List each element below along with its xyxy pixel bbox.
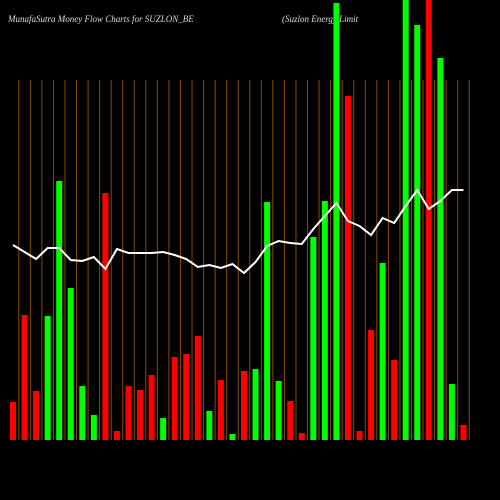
bar (21, 315, 28, 440)
bar (344, 96, 351, 440)
bar (194, 336, 201, 440)
bar (67, 288, 74, 440)
bar (275, 381, 282, 440)
bar (217, 380, 224, 440)
bar (333, 3, 340, 440)
bar (183, 354, 190, 440)
bar (102, 193, 109, 440)
bar (264, 202, 271, 440)
bar (79, 386, 86, 440)
bar (321, 201, 328, 440)
bar (148, 375, 155, 440)
bar (113, 431, 120, 440)
bar (391, 360, 398, 440)
bar (414, 25, 421, 440)
chart-subtitle: (Suzlon Energy Limit (282, 14, 359, 24)
bar (56, 181, 63, 440)
bar (310, 237, 317, 440)
bar (160, 418, 167, 440)
bar (206, 411, 213, 440)
chart-title: MunafaSutra Money Flow Charts for SUZLON… (7, 14, 194, 24)
line (12, 188, 464, 275)
bar (356, 431, 363, 440)
bar (402, 0, 409, 440)
bar (90, 415, 97, 440)
bar (125, 386, 132, 440)
bar (241, 371, 247, 440)
bar (10, 402, 16, 440)
bar (425, 0, 432, 440)
bar (298, 433, 305, 440)
bar (379, 263, 386, 440)
bar (287, 401, 294, 440)
bar (44, 316, 51, 440)
bar (33, 391, 40, 440)
bar (448, 384, 455, 440)
bar (252, 369, 259, 440)
bar (460, 425, 467, 440)
bar (437, 58, 444, 440)
bar (171, 357, 178, 440)
bar (137, 390, 144, 440)
bar (368, 330, 375, 440)
bar (229, 434, 236, 440)
